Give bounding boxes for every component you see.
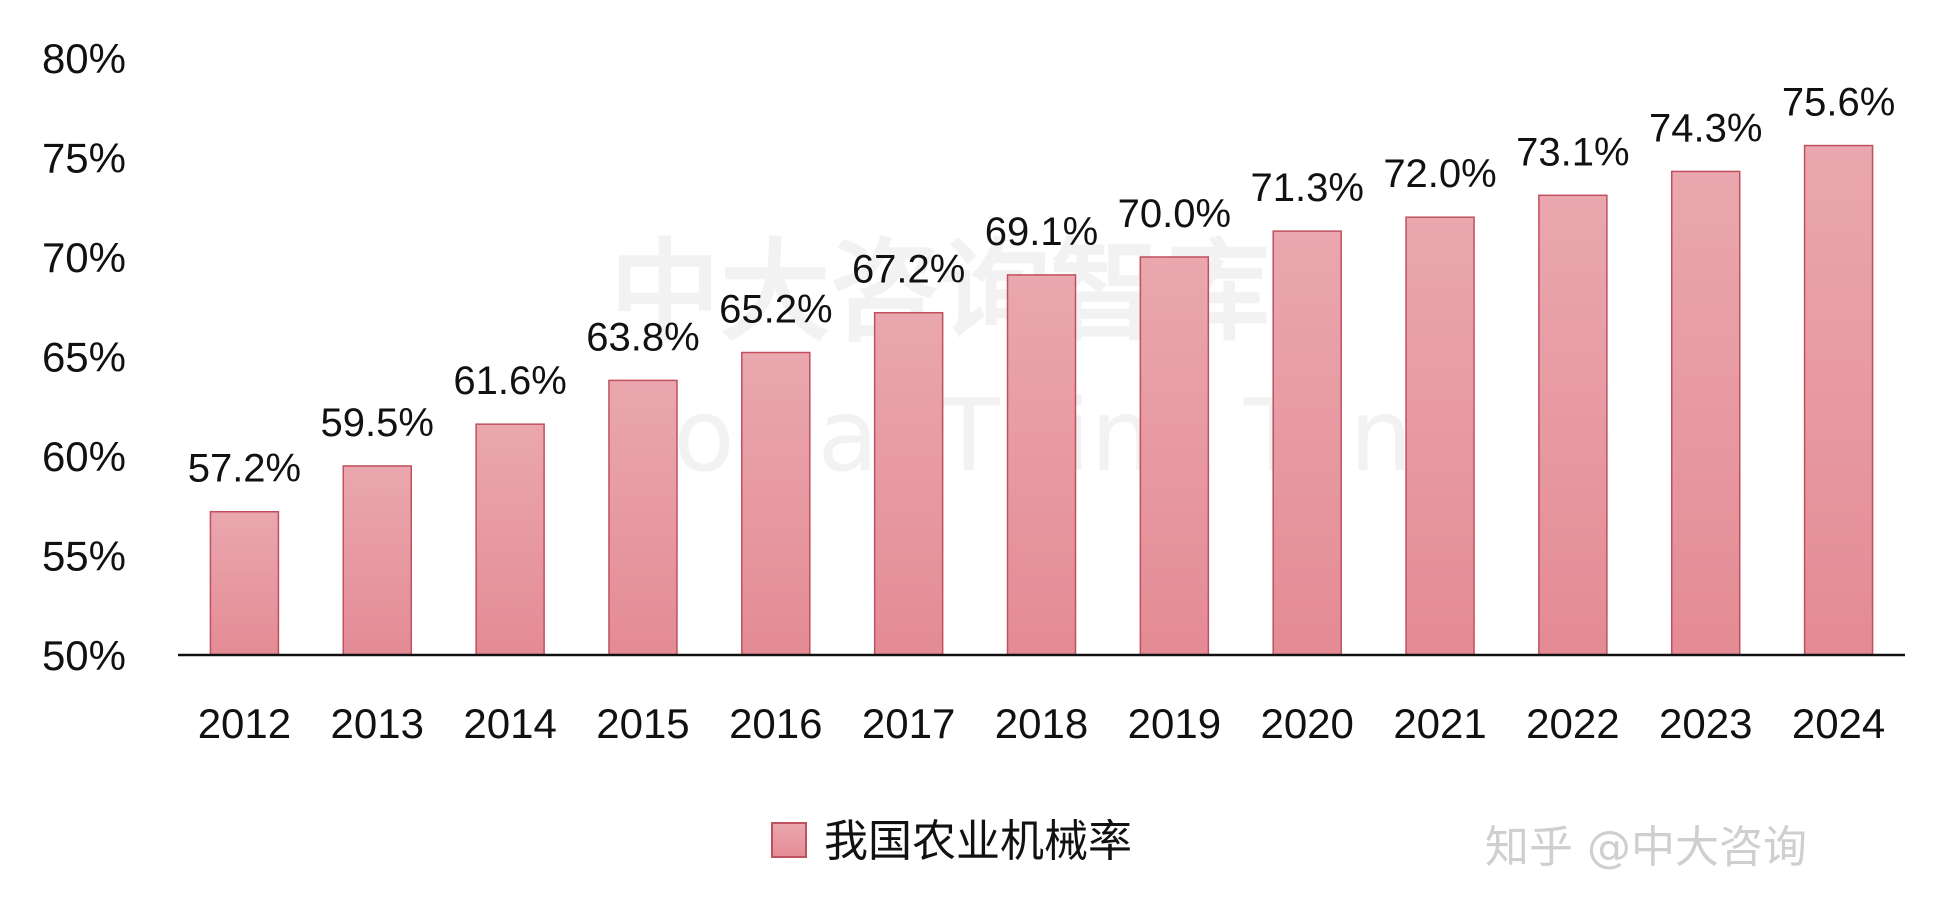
x-tick-label: 2023 [1659,700,1752,747]
bar [1803,144,1874,656]
data-label: 74.3% [1649,106,1762,150]
y-tick-label: 55% [42,533,126,580]
x-tick-label: 2012 [198,700,291,747]
data-label: 69.1% [985,210,1098,254]
x-tick-label: 2020 [1260,700,1353,747]
bar [741,351,811,656]
y-tick-label: 80% [42,35,126,82]
data-label: 71.3% [1250,166,1363,210]
data-label: 61.6% [453,359,566,403]
x-tick-label: 2013 [331,700,424,747]
y-axis: 50% 55% 60% 65% 70% 75% 80% [42,35,126,679]
bar-series [209,144,1874,656]
data-label: 73.1% [1516,130,1629,174]
bar [1538,194,1608,656]
data-label: 59.5% [321,401,434,445]
legend: 我国农业机械率 [771,816,1132,867]
bar [342,465,413,656]
y-tick-label: 60% [42,433,126,480]
credit-watermark: 知乎 @中大咨询 [1485,822,1807,873]
data-label: 57.2% [188,447,301,491]
bar [873,311,944,656]
y-tick-label: 50% [42,632,126,679]
y-tick-label: 65% [42,334,126,381]
bar [1139,256,1210,656]
bar [1006,274,1077,656]
data-label: 67.2% [852,248,965,292]
x-axis: 2012 2013 2014 2015 2016 2017 2018 2019 2020 2021… [198,700,1886,747]
x-tick-label: 2018 [995,700,1088,747]
bar [608,379,678,656]
x-tick-label: 2017 [862,700,955,747]
bar [1670,170,1741,656]
legend-label: 我国农业机械率 [824,816,1132,867]
x-tick-label: 2022 [1526,700,1619,747]
legend-swatch [771,822,807,858]
data-labels: 57.2% 59.5% 61.6% 63.8% 65.2% 67.2% 69.1% 70.0%… [188,81,1896,491]
x-tick-label: 2024 [1792,700,1885,747]
bar [1405,216,1475,656]
bar [475,423,545,656]
x-tick-label: 2014 [463,700,556,747]
x-tick-label: 2016 [729,700,822,747]
data-label: 70.0% [1118,192,1231,236]
data-label: 65.2% [719,288,832,332]
x-tick-label: 2019 [1128,700,1221,747]
y-tick-label: 75% [42,135,126,182]
bar [1272,230,1342,656]
x-tick-label: 2021 [1393,700,1486,747]
data-label: 72.0% [1383,152,1496,196]
data-label: 75.6% [1782,81,1895,125]
x-tick-label: 2015 [596,700,689,747]
bar [209,510,280,656]
data-label: 63.8% [586,315,699,359]
y-tick-label: 70% [42,234,126,281]
